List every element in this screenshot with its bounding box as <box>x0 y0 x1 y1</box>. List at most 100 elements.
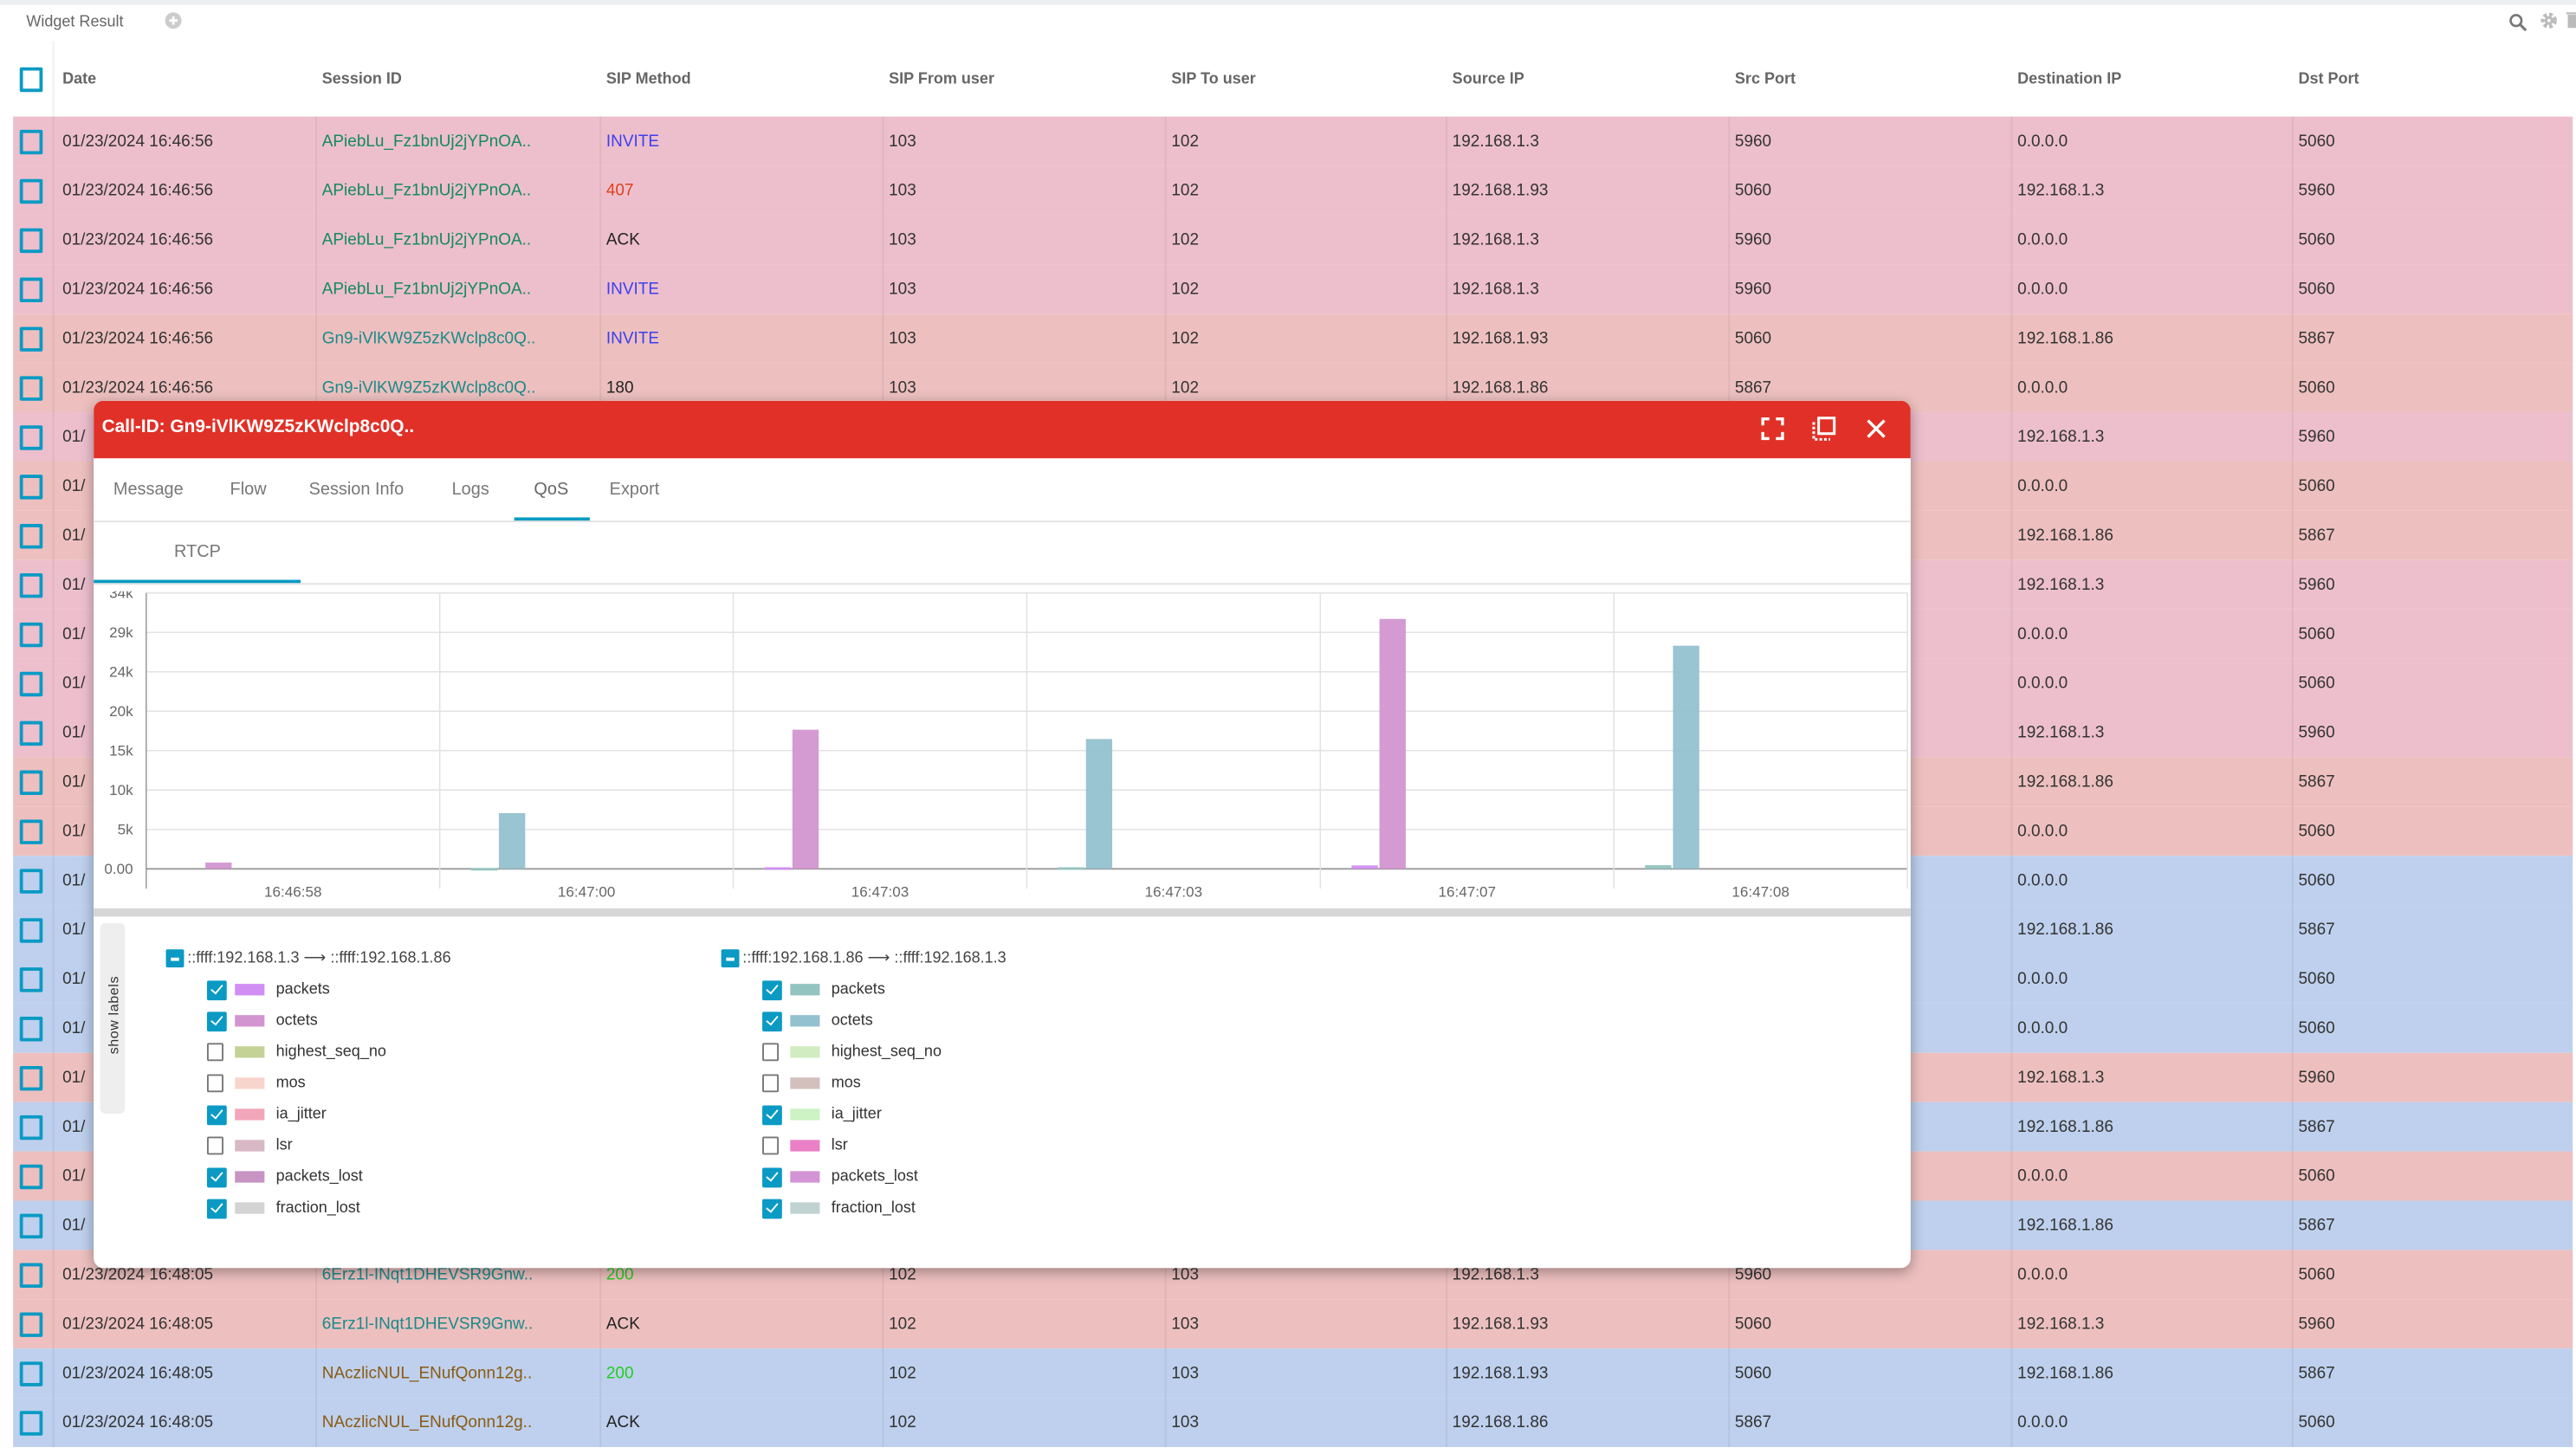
session-id-cell[interactable]: APiebLu_Fz1bnUj2jYPnOA.. <box>321 281 532 300</box>
legend-item[interactable]: mos <box>762 1074 960 1097</box>
tab-flow[interactable]: Flow <box>230 479 267 500</box>
row-checkbox[interactable] <box>19 1411 43 1436</box>
row-checkbox[interactable] <box>19 178 43 204</box>
row-checkbox[interactable] <box>19 622 43 648</box>
row-checkbox[interactable] <box>19 326 43 352</box>
row-checkbox[interactable] <box>19 1164 43 1190</box>
row-checkbox[interactable] <box>19 1312 43 1337</box>
table-row[interactable]: 01/23/2024 16:48:05 NAczlicNUL_ENufQonn12… <box>13 1348 2573 1399</box>
search-icon[interactable] <box>2508 13 2527 32</box>
restore-window-icon[interactable] <box>1810 416 1836 442</box>
bar-packets[interactable] <box>1351 865 1378 869</box>
row-checkbox[interactable] <box>19 967 43 992</box>
row-checkbox[interactable] <box>19 1115 43 1141</box>
row-checkbox[interactable] <box>19 918 43 943</box>
legend-item-checkbox[interactable] <box>206 1105 227 1126</box>
row-checkbox[interactable] <box>19 1263 43 1289</box>
row-checkbox[interactable] <box>19 1361 43 1386</box>
show-labels-toggle[interactable]: show labels <box>100 922 126 1114</box>
table-row[interactable]: 01/23/2024 16:46:56 APiebLu_Fz1bnUj2jYPnO… <box>13 165 2573 216</box>
bar-octets[interactable] <box>1379 618 1406 869</box>
legend-item-checkbox[interactable] <box>762 1167 782 1188</box>
column-header-sip-method[interactable]: SIP Method <box>605 70 691 89</box>
fullscreen-icon[interactable] <box>1759 416 1785 442</box>
legend-item[interactable]: packets_lost <box>206 1167 405 1192</box>
bar-octets[interactable] <box>205 863 232 869</box>
bar-octets[interactable] <box>792 729 819 869</box>
column-header-date[interactable]: Date <box>62 70 97 89</box>
table-row[interactable]: 01/23/2024 16:48:05 6Erz1l-INqt1DHEVSR9Gn… <box>13 1299 2573 1349</box>
table-row[interactable]: 01/23/2024 16:46:56 Gn9-iVlKW9Z5zKWclp8c0… <box>13 313 2573 364</box>
table-row[interactable]: 01/23/2024 16:46:56 APiebLu_Fz1bnUj2jYPnO… <box>13 264 2573 314</box>
row-checkbox[interactable] <box>19 277 43 302</box>
row-checkbox[interactable] <box>19 869 43 894</box>
legend-item-checkbox[interactable] <box>206 1074 223 1093</box>
legend-item[interactable]: ia_jitter <box>206 1105 405 1128</box>
legend-item-checkbox[interactable] <box>762 1043 780 1062</box>
chart-scrollbar[interactable] <box>94 908 1911 917</box>
session-id-cell[interactable]: 6Erz1l-INqt1DHEVSR9Gnw.. <box>321 1266 534 1285</box>
legend-item[interactable]: lsr <box>762 1136 960 1160</box>
legend-item[interactable]: lsr <box>206 1136 405 1160</box>
legend-item-checkbox[interactable] <box>762 1199 782 1219</box>
column-header-sip-from-user[interactable]: SIP From user <box>889 70 994 89</box>
bar-octets[interactable] <box>1673 645 1699 869</box>
legend-item[interactable]: highest_seq_no <box>206 1043 405 1066</box>
bar-packets[interactable] <box>470 868 498 871</box>
column-header-session-id[interactable]: Session ID <box>321 70 402 89</box>
row-checkbox[interactable] <box>19 721 43 746</box>
legend-item[interactable]: mos <box>206 1074 405 1097</box>
bar-packets[interactable] <box>1058 867 1084 870</box>
row-checkbox[interactable] <box>19 129 43 155</box>
select-all-checkbox[interactable] <box>19 67 43 93</box>
collapse-group-checkbox[interactable] <box>165 949 184 968</box>
close-icon[interactable] <box>1863 416 1889 442</box>
row-checkbox[interactable] <box>19 1213 43 1239</box>
legend-item-checkbox[interactable] <box>206 1199 227 1219</box>
session-id-cell[interactable]: NAczlicNUL_ENufQonn12g.. <box>321 1414 533 1432</box>
subtab-rtcp[interactable]: RTCP <box>174 541 221 562</box>
tab-export[interactable]: Export <box>609 479 660 500</box>
column-header-sip-to-user[interactable]: SIP To user <box>1171 70 1256 89</box>
row-checkbox[interactable] <box>19 475 43 500</box>
legend-item[interactable]: ia_jitter <box>762 1105 960 1128</box>
session-id-cell[interactable]: Gn9-iVlKW9Z5zKWclp8c0Q.. <box>321 379 536 398</box>
tab-message[interactable]: Message <box>113 479 184 500</box>
session-id-cell[interactable]: 6Erz1l-INqt1DHEVSR9Gnw.. <box>321 1315 534 1334</box>
row-checkbox[interactable] <box>19 376 43 401</box>
session-id-cell[interactable]: APiebLu_Fz1bnUj2jYPnOA.. <box>321 231 532 250</box>
legend-item[interactable]: packets <box>762 980 960 1004</box>
row-checkbox[interactable] <box>19 572 43 598</box>
legend-item[interactable]: fraction_lost <box>206 1199 405 1223</box>
legend-item-checkbox[interactable] <box>762 980 782 1001</box>
legend-item-checkbox[interactable] <box>762 1011 782 1032</box>
legend-item-checkbox[interactable] <box>762 1136 780 1155</box>
row-checkbox[interactable] <box>19 425 43 450</box>
bar-octets[interactable] <box>498 812 526 869</box>
tab-session-info[interactable]: Session Info <box>308 479 405 500</box>
trash-icon[interactable] <box>2566 11 2576 29</box>
tab-qos[interactable]: QoS <box>534 479 569 500</box>
row-checkbox[interactable] <box>19 819 43 844</box>
modal-header[interactable]: Call-ID: Gn9-iVlKW9Z5zKWclp8c0Q.. <box>94 400 1911 459</box>
session-id-cell[interactable]: NAczlicNUL_ENufQonn12g.. <box>321 1365 533 1384</box>
legend-item-checkbox[interactable] <box>762 1074 780 1093</box>
legend-item-checkbox[interactable] <box>206 1011 227 1032</box>
row-checkbox[interactable] <box>19 671 43 697</box>
legend-item[interactable]: octets <box>206 1011 405 1035</box>
tab-logs[interactable]: Logs <box>451 479 489 500</box>
column-header-destination-ip[interactable]: Destination IP <box>2017 70 2122 89</box>
legend-item-checkbox[interactable] <box>762 1105 782 1126</box>
table-row[interactable]: 01/23/2024 16:46:56 APiebLu_Fz1bnUj2jYPnO… <box>13 215 2573 265</box>
bar-octets[interactable] <box>1085 739 1113 869</box>
legend-item[interactable]: highest_seq_no <box>762 1043 960 1066</box>
column-header-source-ip[interactable]: Source IP <box>1452 70 1524 89</box>
collapse-group-checkbox[interactable] <box>721 949 740 968</box>
add-circle-icon[interactable] <box>165 11 183 29</box>
legend-item-checkbox[interactable] <box>206 980 227 1001</box>
legend-item-checkbox[interactable] <box>206 1136 223 1155</box>
bar-packets[interactable] <box>764 867 791 870</box>
row-checkbox[interactable] <box>19 1065 43 1091</box>
gear-icon[interactable] <box>2540 11 2558 29</box>
bar-packets[interactable] <box>1645 865 1672 869</box>
